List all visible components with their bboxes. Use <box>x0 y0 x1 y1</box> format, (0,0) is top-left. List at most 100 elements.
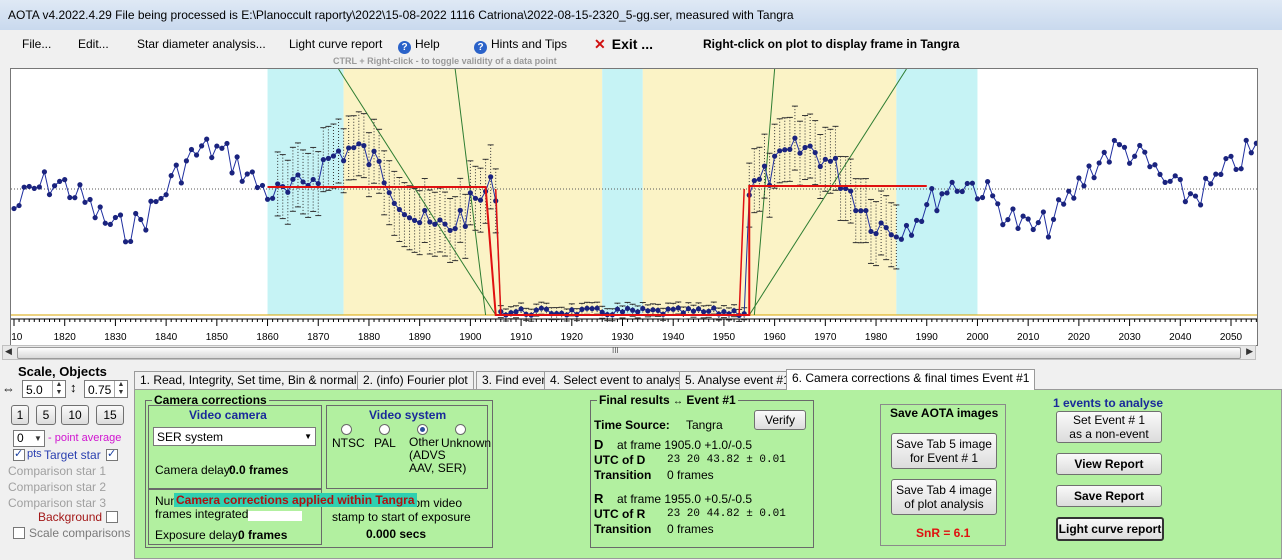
data-point <box>366 162 372 168</box>
frames-integrated-input[interactable] <box>248 511 302 521</box>
scroll-right-arrow-icon[interactable]: ▶ <box>1246 346 1253 356</box>
data-point <box>128 238 134 245</box>
vertical-scale-input[interactable]: 0.75 ▲ ▼ <box>84 380 128 398</box>
data-point <box>457 207 463 213</box>
light-curve-plot[interactable]: 810 1820 1830 1840 1850 1860 1870 1880 1890 1900 1… <box>10 68 1258 346</box>
data-point <box>290 176 296 182</box>
data-point <box>193 152 200 158</box>
data-point <box>1030 226 1036 233</box>
data-point <box>1071 195 1077 201</box>
scale-1-button[interactable]: 1 <box>11 405 29 425</box>
target-star-checkbox[interactable] <box>106 447 118 461</box>
scale-5-button[interactable]: 5 <box>36 405 56 425</box>
x-tick-label: 1970 <box>814 332 837 343</box>
data-point <box>97 204 103 210</box>
tab-select-event[interactable]: 4. Select event to analyse <box>544 371 694 389</box>
data-point <box>1126 160 1133 166</box>
points-average-select[interactable]: 0 ▼ <box>13 430 45 447</box>
data-point <box>1040 209 1046 215</box>
exposure-group: Num frames integrated Exposure delay: 0 … <box>148 489 322 545</box>
tab-analyse-event[interactable]: 5. Analyse event #1 <box>679 371 796 389</box>
menu-exit[interactable]: ✕ Exit ... <box>594 36 653 53</box>
data-point <box>969 180 975 186</box>
menu-help[interactable]: ? Help <box>398 37 440 54</box>
data-point <box>1157 171 1163 177</box>
menu-edit[interactable]: Edit... <box>78 37 109 51</box>
pal-radio[interactable] <box>379 424 390 435</box>
data-point <box>21 184 27 190</box>
light-curve-svg[interactable]: 810 1820 1830 1840 1850 1860 1870 1880 1890 1900 1… <box>11 69 1257 345</box>
data-point <box>315 180 321 187</box>
data-point <box>183 158 190 164</box>
scale-comparisons-checkbox[interactable] <box>13 527 25 539</box>
data-point <box>543 306 550 312</box>
camera-select[interactable]: SER system ▼ <box>153 427 316 446</box>
unknown-radio[interactable] <box>455 424 466 435</box>
data-point <box>624 305 631 312</box>
camera-select-value: SER system <box>157 430 224 444</box>
tab-read-integrity[interactable]: 1. Read, Integrity, Set time, Bin & norm… <box>134 371 378 389</box>
scale-15-button[interactable]: 15 <box>96 405 124 425</box>
data-point <box>391 200 397 206</box>
data-point <box>1116 142 1123 148</box>
data-point <box>31 185 37 191</box>
x-tick-label: 1960 <box>764 332 787 343</box>
data-point <box>584 305 590 311</box>
data-point <box>751 178 757 184</box>
event-region-band <box>642 69 897 315</box>
save-report-button[interactable]: Save Report <box>1056 485 1162 507</box>
x-tick-label: 1890 <box>409 332 432 343</box>
ntsc-label: NTSC <box>332 436 365 450</box>
menu-hints[interactable]: ? Hints and Tips <box>474 37 567 54</box>
unknown-label: Unknown <box>441 436 492 450</box>
data-point <box>721 309 727 315</box>
data-point <box>11 205 17 212</box>
scale-objects-title: Scale, Objects <box>18 364 107 379</box>
tab-camera-corrections[interactable]: 6. Camera corrections & final times Even… <box>786 369 1036 390</box>
tab-fourier-plot[interactable]: 2. (info) Fourier plot <box>357 371 474 389</box>
light-curve-report-button[interactable]: Light curve report <box>1056 517 1164 541</box>
set-non-event-button[interactable]: Set Event # 1 as a non-event <box>1056 411 1162 443</box>
points-checkbox[interactable] <box>13 447 25 461</box>
x-tick-label: 1870 <box>307 332 330 343</box>
data-point <box>985 178 991 185</box>
menu-file[interactable]: File... <box>22 37 52 51</box>
data-point <box>224 140 230 147</box>
save-tab4-image-button[interactable]: Save Tab 4 image of plot analysis <box>891 479 997 515</box>
video-system-group: Video system NTSC PAL Other (ADVS AAV, S… <box>326 405 492 489</box>
data-point <box>41 169 48 175</box>
data-point <box>346 145 352 151</box>
ntsc-radio[interactable] <box>341 424 352 435</box>
verify-button[interactable]: Verify <box>754 410 806 430</box>
plot-scrollbar[interactable]: ◀ III ▶ <box>2 345 1256 360</box>
data-point <box>67 194 73 201</box>
scale-10-button[interactable]: 10 <box>61 405 89 425</box>
time-source-value: Tangra <box>686 418 723 432</box>
save-aota-images-group: Save AOTA images Save Tab 5 image for Ev… <box>880 404 1006 546</box>
menu-star-diameter[interactable]: Star diameter analysis... <box>137 37 266 51</box>
x-tick-label: 1880 <box>358 332 381 343</box>
data-point <box>1187 191 1194 197</box>
final-results-label: Final results <box>599 393 670 407</box>
vertical-scale-value: 0.75 <box>88 383 112 397</box>
save-aota-images-heading: Save AOTA images <box>890 406 999 420</box>
background-checkbox[interactable] <box>106 511 118 523</box>
data-point <box>655 307 661 313</box>
view-report-button[interactable]: View Report <box>1056 453 1162 475</box>
save-tab5-image-button[interactable]: Save Tab 5 image for Event # 1 <box>891 433 997 469</box>
horizontal-scale-input[interactable]: 5.0 ▲ ▼ <box>22 380 66 398</box>
data-point <box>782 147 788 153</box>
spinner-arrows-icon[interactable]: ▲ ▼ <box>114 381 127 397</box>
baseline-region-band <box>602 69 643 315</box>
other-radio[interactable] <box>417 424 428 435</box>
data-point <box>1172 173 1178 179</box>
spinner-arrows-icon[interactable]: ▲ ▼ <box>52 381 65 397</box>
data-point <box>148 198 154 204</box>
menu-light-curve-report[interactable]: Light curve report <box>289 37 383 51</box>
final-results-event: Event #1 <box>686 393 736 407</box>
tab-find-events[interactable]: 3. Find events <box>476 371 564 389</box>
data-point <box>381 180 387 186</box>
final-results-heading: Final results ↔ Event #1 <box>597 393 738 407</box>
scroll-left-arrow-icon[interactable]: ◀ <box>5 346 12 356</box>
scrollbar-thumb[interactable]: III <box>17 346 1241 359</box>
